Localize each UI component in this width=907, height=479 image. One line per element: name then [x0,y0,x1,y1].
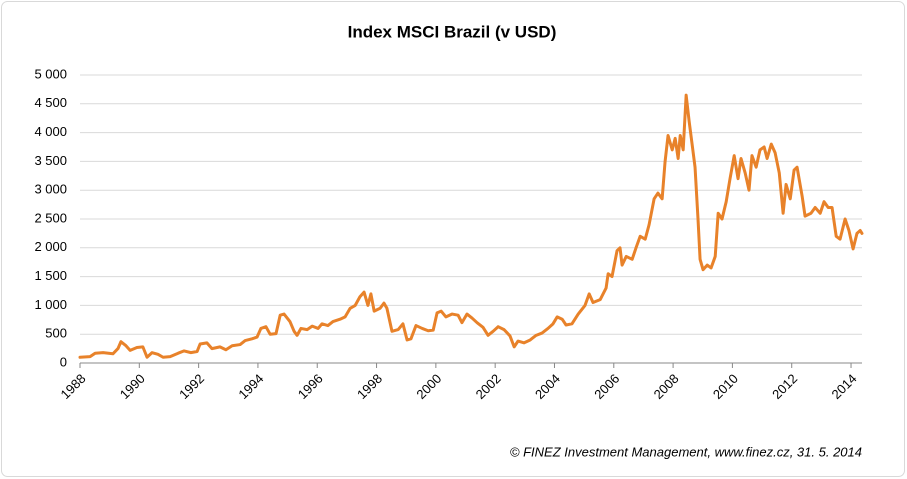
chart-title: Index MSCI Brazil (v USD) [348,22,557,41]
y-tick-label: 2 000 [34,239,67,254]
y-tick-label: 4 000 [34,124,67,139]
y-tick-label: 1 000 [34,297,67,312]
y-tick-label: 2 500 [34,210,67,225]
y-tick-label: 5 000 [34,66,67,81]
y-tick-label: 4 500 [34,95,67,110]
y-tick-label: 0 [60,354,67,369]
data-line [78,93,864,359]
source-note: © FINEZ Investment Management, www.finez… [510,444,862,459]
y-tick-label: 3 000 [34,182,67,197]
y-tick-label: 3 500 [34,153,67,168]
y-tick-label: 1 500 [34,268,67,283]
y-tick-label: 500 [45,326,67,341]
